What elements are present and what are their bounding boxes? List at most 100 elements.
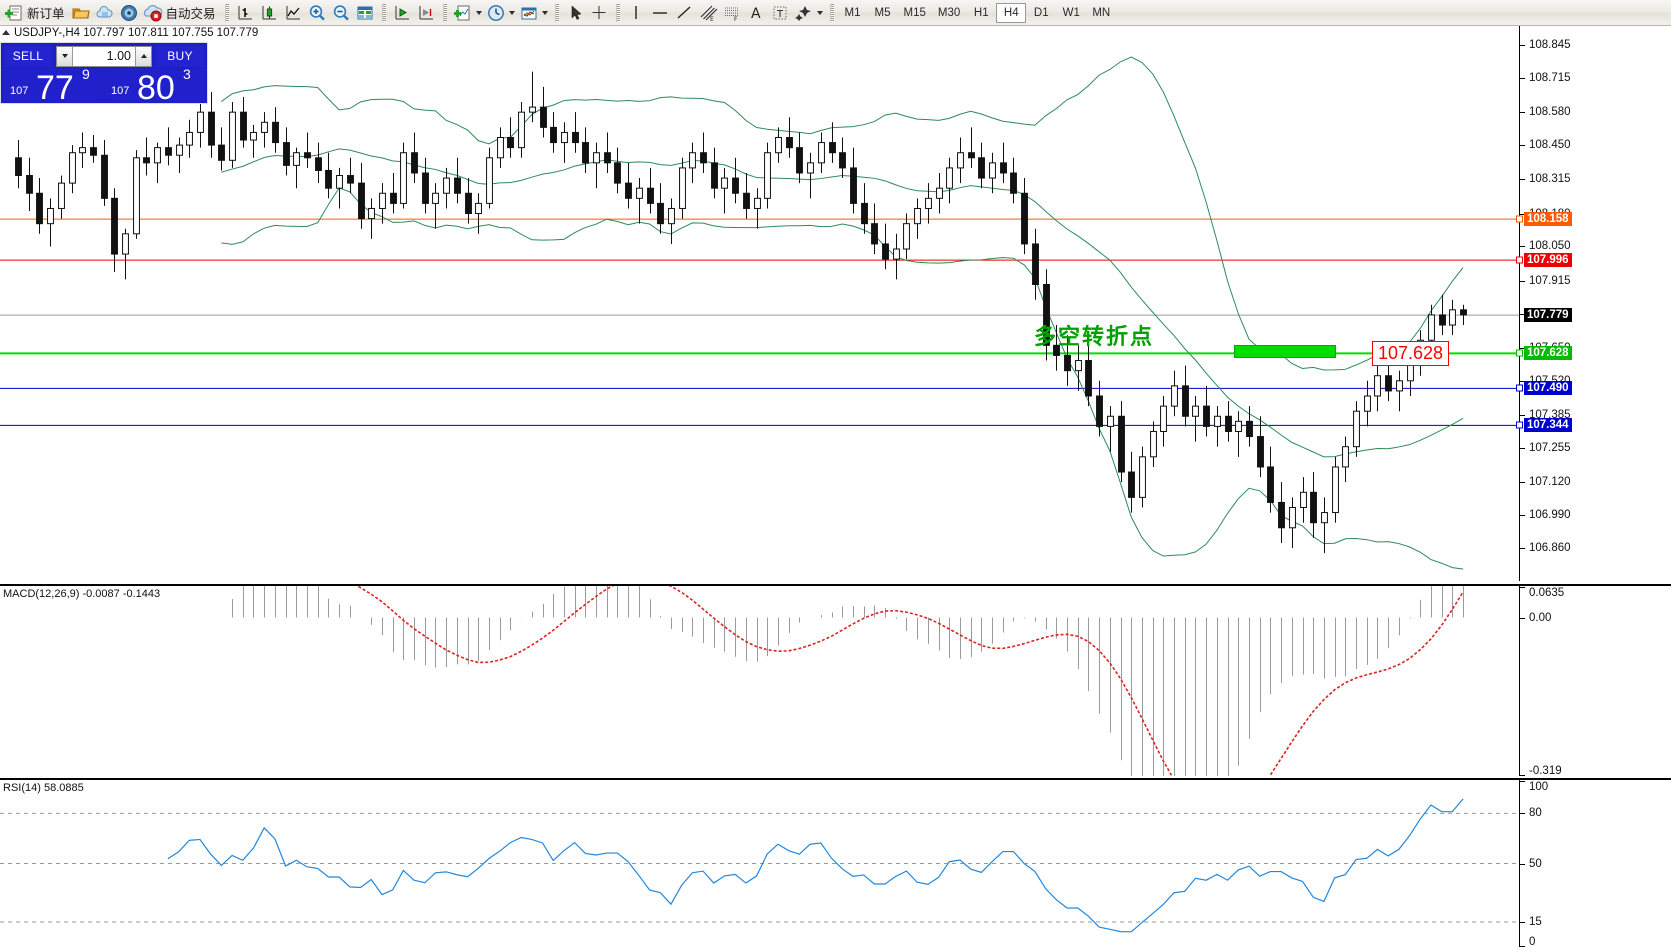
equidistant-channel-button[interactable]: E: [696, 2, 720, 24]
horizontal-line-icon: [650, 3, 670, 23]
price-level-tag[interactable]: 107.628: [1516, 346, 1572, 361]
crosshair-button[interactable]: [587, 2, 611, 24]
price-tick: [1520, 447, 1525, 449]
buy-price-display[interactable]: 107 80 3: [105, 66, 204, 105]
fibonacci-icon: F: [722, 3, 742, 23]
indicators-dropdown-caret[interactable]: [475, 3, 484, 23]
chartshift-icon: [416, 3, 436, 23]
zoom-in-button[interactable]: [305, 2, 329, 24]
zoom-out-button[interactable]: [329, 2, 353, 24]
volume-value[interactable]: 1.00: [106, 49, 131, 63]
data-window-button[interactable]: [353, 2, 377, 24]
sell-button[interactable]: SELL: [4, 45, 52, 67]
price-level-tag[interactable]: 107.996: [1516, 253, 1572, 268]
price-tick: [1520, 246, 1525, 248]
sell-price-main: 77: [36, 69, 74, 107]
price-level-tag[interactable]: 107.490: [1516, 381, 1572, 396]
line-chart-button[interactable]: [281, 2, 305, 24]
rsi-plot-area[interactable]: [0, 780, 1520, 947]
volume-increase-button[interactable]: [135, 46, 151, 66]
timeframe-m15[interactable]: M15: [903, 6, 926, 19]
timeframe-m5[interactable]: M5: [874, 6, 891, 19]
shapes-button[interactable]: [792, 2, 816, 24]
bar-chart-button[interactable]: [233, 2, 257, 24]
text-label-button[interactable]: T: [768, 2, 792, 24]
price-level-tag[interactable]: 107.779: [1524, 308, 1572, 323]
indicators-icon: [453, 3, 473, 23]
macd-plot-area[interactable]: [0, 586, 1520, 776]
auto-trading-button[interactable]: 自动交易: [141, 2, 220, 24]
sell-price-prefix: 107: [10, 85, 29, 97]
macd-tick-label: 0.0635: [1529, 587, 1565, 599]
buy-button[interactable]: BUY: [156, 45, 204, 67]
timeframe-mn[interactable]: MN: [1092, 6, 1111, 19]
price-tick: [1520, 179, 1525, 181]
rsi-tick-label: 15: [1529, 915, 1542, 928]
new-order-button[interactable]: 新订单: [2, 2, 69, 24]
templates-button[interactable]: [517, 2, 541, 24]
rsi-pane[interactable]: RSI(14) 58.0885 100 80 50 15 0: [0, 778, 1671, 947]
autoscroll-icon: [392, 3, 412, 23]
level-drag-handle[interactable]: [1516, 421, 1523, 429]
rsi-series-svg: [0, 798, 1520, 933]
price-tick: [1520, 313, 1525, 315]
timeframe-w1[interactable]: W1: [1062, 6, 1080, 19]
zoom-out-icon: [331, 3, 351, 23]
zoom-in-icon: [307, 3, 327, 23]
rsi-scale: 100 80 50 15 0: [1520, 780, 1671, 947]
folder-button[interactable]: [69, 2, 93, 24]
price-pane[interactable]: USDJPY-,H4 107.797 107.811 107.755 107.7…: [0, 26, 1671, 581]
sell-price-display[interactable]: 107 77 9: [4, 66, 103, 105]
timeframe-m1[interactable]: M1: [844, 6, 861, 19]
volume-stepper[interactable]: 1.00: [56, 45, 152, 67]
price-tick-label: 108.315: [1529, 173, 1571, 186]
trendline-button[interactable]: [672, 2, 696, 24]
volume-decrease-button[interactable]: [57, 46, 73, 66]
price-tick-label: 108.050: [1529, 240, 1571, 253]
price-tick: [1520, 45, 1525, 46]
price-tick-label: 107.255: [1529, 441, 1571, 454]
timeframe-h1[interactable]: H1: [973, 6, 989, 19]
chart-container[interactable]: USDJPY-,H4 107.797 107.811 107.755 107.7…: [0, 26, 1671, 947]
sell-price-fraction: 9: [82, 66, 90, 82]
template-icon: [519, 3, 539, 23]
timeframe-d1[interactable]: D1: [1033, 6, 1049, 19]
shapes-dropdown-caret[interactable]: [816, 3, 825, 23]
price-tick: [1520, 380, 1525, 382]
vertical-line-button[interactable]: [624, 2, 648, 24]
level-drag-handle[interactable]: [1516, 384, 1523, 392]
one-click-trading-panel[interactable]: SELL 1.00 BUY 107 77 9 107: [0, 42, 208, 105]
indicators-button[interactable]: [451, 2, 475, 24]
pane-right-border: [1519, 586, 1520, 776]
market-watch-button[interactable]: [93, 2, 117, 24]
fibonacci-button[interactable]: F: [720, 2, 744, 24]
price-tick: [1520, 347, 1525, 349]
level-drag-handle[interactable]: [1516, 349, 1523, 357]
navigator-button[interactable]: [117, 2, 141, 24]
timeframe-m30[interactable]: M30: [937, 6, 961, 19]
level-drag-handle[interactable]: [1516, 256, 1523, 264]
main-toolbar: 新订单: [0, 0, 1671, 26]
cursor-button[interactable]: [563, 2, 587, 24]
auto-scroll-button[interactable]: [390, 2, 414, 24]
toolbar-separator: [614, 3, 621, 23]
macd-pane[interactable]: MACD(12,26,9) -0.0087 -0.1443 0.0635 0.00…: [0, 584, 1671, 777]
periods-button[interactable]: [484, 2, 508, 24]
periods-dropdown-caret[interactable]: [508, 3, 517, 23]
annotation-highlight-box: [1234, 345, 1336, 358]
timeframe-h4[interactable]: H4: [996, 2, 1027, 23]
grid-icon: [355, 3, 375, 23]
chart-shift-button[interactable]: [414, 2, 438, 24]
horizontal-line-button[interactable]: [648, 2, 672, 24]
price-level-tag[interactable]: 107.344: [1516, 418, 1572, 433]
price-level-tag[interactable]: 108.158: [1516, 212, 1572, 227]
svg-text:E: E: [710, 16, 714, 23]
folder-icon: [71, 3, 91, 23]
templates-dropdown-caret[interactable]: [541, 3, 550, 23]
price-plot-area[interactable]: [0, 26, 1520, 581]
text-button[interactable]: A: [744, 2, 768, 24]
level-drag-handle[interactable]: [1516, 215, 1523, 223]
candlestick-chart-button[interactable]: [257, 2, 281, 24]
price-scale[interactable]: 108.845 108.715 108.580 108.450 108.315 108.1…: [1516, 26, 1671, 581]
rsi-tick-label: 50: [1529, 857, 1542, 870]
